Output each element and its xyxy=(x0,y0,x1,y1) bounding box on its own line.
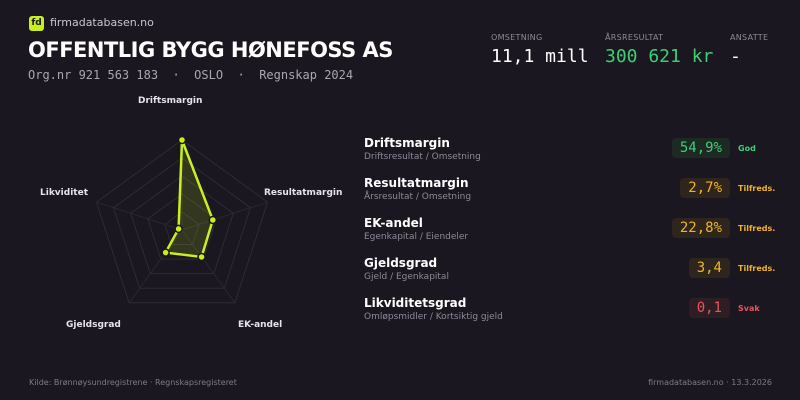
logo-icon: fd xyxy=(29,16,44,31)
metric-formula: Omløpsmidler / Kortsiktig gjeld xyxy=(364,312,503,322)
metric-name: Gjeldsgrad xyxy=(364,256,438,270)
radar-point-gjeldsgrad xyxy=(161,248,170,257)
company-subtitle: Org.nr 921 563 183 · OSLO · Regnskap 202… xyxy=(28,68,354,82)
radar-label-driftsmargin: Driftsmargin xyxy=(138,96,203,106)
radar-grid-ring xyxy=(112,157,252,289)
radar-axis xyxy=(181,229,236,304)
kpi-ansatte: ANSATTE - xyxy=(730,33,768,67)
radar-axis xyxy=(181,201,268,231)
company-name: OFFENTLIG BYGG HØNEFOSS AS xyxy=(28,38,393,62)
metric-name: EK-andel xyxy=(364,216,423,230)
footer-site: firmadatabasen.no · 13.3.2026 xyxy=(648,378,772,387)
radar-grid-ring xyxy=(95,139,269,304)
kpi-value: 11,1 mill xyxy=(491,46,589,67)
radar-label-resultatmargin: Resultatmargin xyxy=(264,188,343,198)
kpi-label: ANSATTE xyxy=(730,33,769,42)
kpi-value: - xyxy=(730,46,741,67)
kpi-arsresultat: ÅRSRESULTAT 300 621 kr xyxy=(605,33,713,67)
kpi-label: ÅRSRESULTAT xyxy=(605,33,664,42)
metric-value: 0,1 xyxy=(688,298,730,318)
kpi-omsetning: OMSETNING 11,1 mill xyxy=(491,33,589,67)
radar-chart xyxy=(95,135,269,304)
metric-row: EK-andel Egenkapital / Eiendeler 22,8% T… xyxy=(364,216,784,252)
radar-grid-ring xyxy=(164,211,200,246)
metric-formula: Driftsresultat / Omsetning xyxy=(364,152,481,162)
metric-status: Tilfreds. xyxy=(738,224,776,233)
radar-label-ek-andel: EK-andel xyxy=(238,320,283,330)
metric-name: Driftsmargin xyxy=(364,136,450,150)
metric-row: Driftsmargin Driftsresultat / Omsetning … xyxy=(364,136,784,172)
metric-status: God xyxy=(738,144,756,153)
radar-point-likviditet xyxy=(174,224,183,234)
footer-source: Kilde: Brønnøysundregistrene · Regnskaps… xyxy=(29,378,237,387)
radar-axis xyxy=(96,201,183,231)
metric-value: 2,7% xyxy=(680,178,730,198)
metric-status: Svak xyxy=(738,304,760,313)
metric-status: Tilfreds. xyxy=(738,184,776,193)
kpi-label: OMSETNING xyxy=(491,33,543,42)
metric-value: 54,9% xyxy=(671,138,730,158)
radar-point-driftsmargin xyxy=(177,135,187,145)
radar-grid-ring xyxy=(130,175,234,275)
metric-formula: Gjeld / Egenkapital xyxy=(364,272,449,282)
kpi-value: 300 621 kr xyxy=(605,46,714,67)
metric-value: 3,4 xyxy=(688,258,730,278)
metric-status: Tilfreds. xyxy=(738,264,776,273)
radar-label-likviditet: Likviditet xyxy=(40,188,88,198)
metric-row: Gjeldsgrad Gjeld / Egenkapital 3,4 Tilfr… xyxy=(364,256,784,292)
metric-formula: Årsresultat / Omsetning xyxy=(364,192,472,202)
metric-row: Likviditetsgrad Omløpsmidler / Kortsikti… xyxy=(364,296,784,332)
metric-name: Likviditetsgrad xyxy=(364,296,467,310)
radar-point-resultatmargin xyxy=(208,215,218,225)
radar-axis xyxy=(128,229,183,304)
metric-value: 22,8% xyxy=(671,218,730,238)
radar-series xyxy=(164,138,215,259)
radar-label-gjeldsgrad: Gjeldsgrad xyxy=(66,320,121,330)
brand-name[interactable]: firmadatabasen.no xyxy=(50,16,154,29)
metric-formula: Egenkapital / Eiendeler xyxy=(364,232,469,242)
metric-row: Resultatmargin Årsresultat / Omsetning 2… xyxy=(364,176,784,212)
metric-name: Resultatmargin xyxy=(364,176,469,190)
radar-point-ek-andel xyxy=(197,252,206,262)
